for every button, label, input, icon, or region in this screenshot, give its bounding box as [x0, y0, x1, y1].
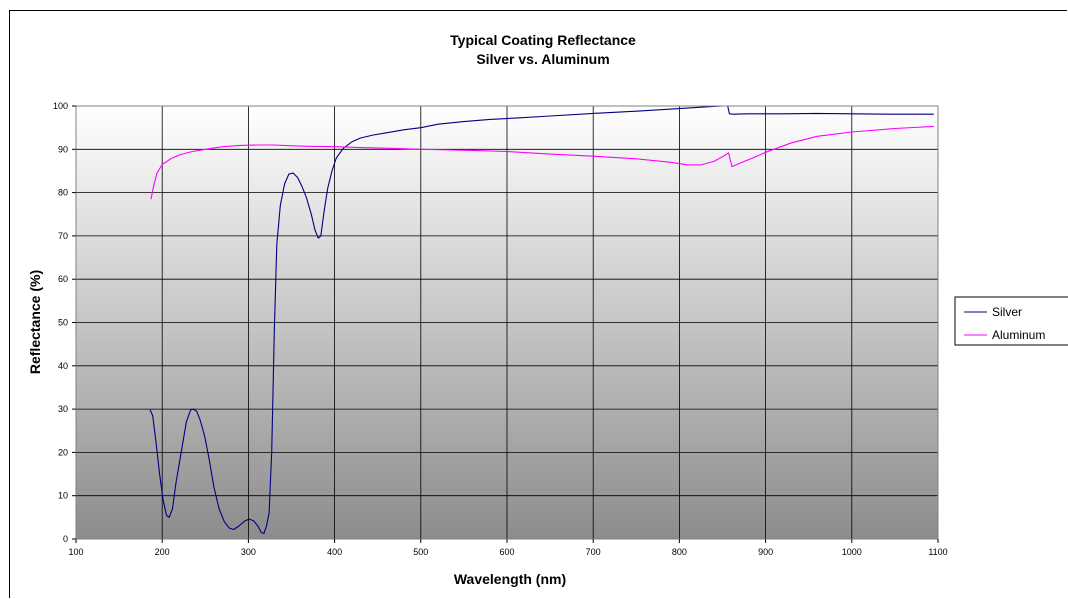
legend: Silver Aluminum — [954, 296, 1068, 346]
y-axis-title: Reflectance (%) — [27, 270, 43, 374]
legend-label-aluminum: Aluminum — [992, 328, 1045, 342]
y-tick-label: 20 — [58, 447, 68, 457]
series-line-silver — [149, 105, 934, 534]
y-tick-label: 90 — [58, 144, 68, 154]
x-tick-label: 500 — [413, 547, 428, 557]
y-tick-label: 40 — [58, 361, 68, 371]
y-tick-label: 80 — [58, 188, 68, 198]
x-tick-label: 400 — [327, 547, 342, 557]
chart-title: Typical Coating Reflectance — [450, 32, 636, 48]
x-tick-label: 1100 — [928, 547, 947, 557]
legend-box — [954, 296, 1068, 346]
y-tick-label: 10 — [58, 491, 68, 501]
x-tick-label: 700 — [586, 547, 601, 557]
series-line-aluminum — [150, 125, 934, 200]
y-tick-label: 60 — [58, 274, 68, 284]
x-tick-label: 100 — [68, 547, 83, 557]
chart-subtitle: Silver vs. Aluminum — [476, 51, 609, 67]
x-tick-label: 600 — [499, 547, 514, 557]
y-tick-label: 30 — [58, 404, 68, 414]
y-tick-label: 100 — [53, 101, 68, 111]
x-tick-label: 1000 — [842, 547, 862, 557]
series-lines — [149, 105, 934, 534]
x-tick-label: 800 — [672, 547, 687, 557]
legend-label-silver: Silver — [992, 305, 1022, 319]
y-tick-label: 0 — [63, 534, 68, 544]
x-tick-label: 300 — [241, 547, 256, 557]
grid-lines — [76, 106, 938, 539]
y-tick-label: 50 — [58, 318, 68, 328]
x-tick-label: 200 — [155, 547, 170, 557]
x-tick-label: 900 — [758, 547, 773, 557]
tick-labels: 100 200 300 400 500 600 700 800 900 1000 1100 0 10 20… — [53, 101, 948, 557]
x-axis-title: Wavelength (nm) — [454, 571, 566, 587]
y-tick-label: 70 — [58, 231, 68, 241]
